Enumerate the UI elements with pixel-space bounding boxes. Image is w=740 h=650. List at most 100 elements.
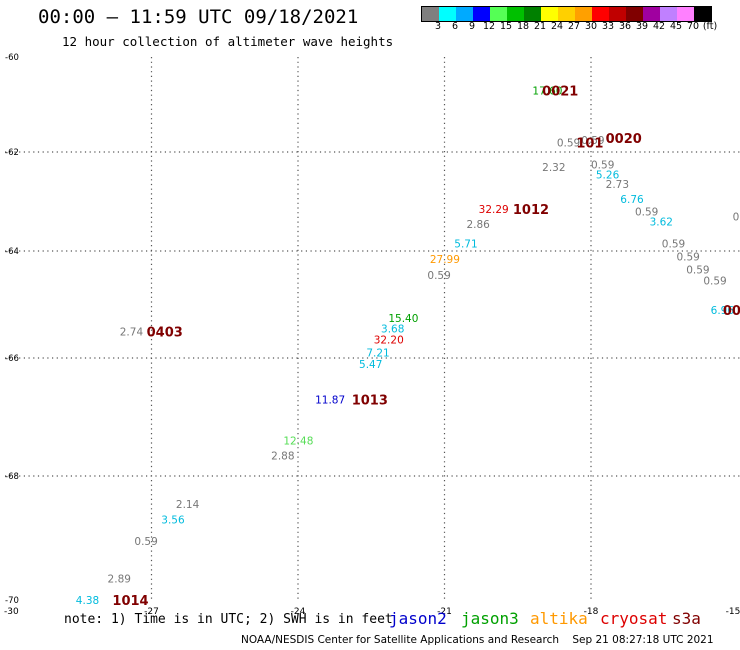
wave-height-value: 2.89 [108,573,131,585]
wave-height-value: 0.59 [591,159,614,171]
pass-time-label: 1014 [112,594,148,609]
colorbar-label: 39 [635,21,649,32]
colorbar-swatch [473,7,490,21]
pass-time-label: 1013 [352,393,388,408]
wave-height-value: 0.5 [733,211,740,223]
wave-height-value: 5.71 [454,239,477,251]
legend-s3a: s3a [672,609,701,628]
colorbar-label: 33 [601,21,615,32]
colorbar-label: 15 [499,21,513,32]
wave-height-value: 3.68 [381,324,404,336]
colorbar-swatch [422,7,439,21]
wave-height-value: 6.76 [620,194,644,206]
wave-height-colorbar [421,6,712,22]
wave-height-value: 3.56 [161,514,185,526]
x-tick-label: -18 [584,607,599,617]
colorbar-label: 30 [584,21,598,32]
y-tick-label: -64 [5,247,19,257]
legend-altika: altika [530,609,588,628]
wave-height-value: 0.59 [662,239,685,251]
legend-jason2: jason2 [389,609,447,628]
wave-height-value: 0.59 [557,138,580,150]
colorbar-swatch [558,7,575,21]
wave-height-value: 2.14 [176,499,200,511]
colorbar-label: 6 [451,21,459,32]
wave-height-value: 2.32 [542,162,565,174]
wave-height-value: 5.26 [596,169,620,181]
wave-height-value: 0.59 [581,135,604,147]
map-subtitle: 12 hour collection of altimeter wave hei… [62,34,394,49]
colorbar-swatch [660,7,677,21]
x-tick-label: -27 [144,607,159,617]
pass-time-label: 0020 [606,132,642,147]
colorbar-swatch [507,7,524,21]
colorbar-swatch [677,7,694,21]
colorbar-swatch [490,7,507,21]
colorbar-swatch [456,7,473,21]
colorbar-swatch [575,7,592,21]
colorbar-label: 27 [567,21,581,32]
colorbar-swatch [694,7,711,21]
wave-height-value: 2.86 [466,219,490,231]
wave-height-value: 0.59 [686,265,709,277]
pass-time-label: 101 [576,137,603,152]
colorbar-label: 18 [516,21,530,32]
pass-time-label: 0403 [147,325,183,340]
colorbar-label: 70 [686,21,700,32]
wave-height-value: 27.99 [430,254,460,266]
pass-time-label: 00 [723,304,740,319]
colorbar-label: 12 [482,21,496,32]
colorbar-label: 36 [618,21,632,32]
wave-height-value: 32.20 [374,334,404,346]
colorbar-swatch [592,7,609,21]
colorbar-swatch [541,7,558,21]
wave-height-value: 32.29 [479,204,509,216]
wave-height-value: 5.47 [359,359,382,371]
wave-height-value: 15.40 [388,313,418,325]
wave-height-value: 12.48 [283,436,313,448]
wave-height-value: 4.38 [76,595,99,607]
x-tick-label: -15 [726,607,740,617]
colorbar-label: 3 [434,21,442,32]
wave-height-value: 0.59 [427,270,450,282]
colorbar-label: 42 [652,21,666,32]
y-tick-label: -62 [5,148,19,158]
pass-time-label: 0021 [542,84,578,99]
wave-height-value: 2.73 [606,179,629,191]
colorbar-swatch [643,7,660,21]
pass-time-label: 1012 [513,203,549,218]
x-tick-label: -30 [4,607,19,617]
wave-height-value: 3.62 [650,216,673,228]
colorbar-label: 21 [533,21,547,32]
wave-height-value: 17.60 [532,85,562,97]
wave-height-value: 11.87 [315,394,345,406]
colorbar-swatch [626,7,643,21]
wave-height-value: 2.74 [120,326,144,338]
y-tick-label: -66 [5,354,19,364]
legend-jason3: jason3 [461,609,519,628]
credit-line: NOAA/NESDIS Center for Satellite Applica… [241,634,714,646]
y-tick-label: -68 [5,472,19,482]
legend-cryosat: cryosat [600,609,668,628]
colorbar-swatch [439,7,456,21]
wave-height-value: 7.21 [366,348,389,360]
wave-height-value: 6.96 [711,305,735,317]
colorbar-label: (ft) [702,21,718,32]
wave-height-value: 0.59 [703,275,726,287]
x-tick-label: -24 [291,607,306,617]
y-tick-label: -60 [5,53,19,63]
x-tick-label: -21 [437,607,452,617]
footer-note: note: 1) Time is in UTC; 2) SWH is in fe… [64,612,393,627]
colorbar-swatch [609,7,626,21]
wave-height-value: 0.59 [134,536,157,548]
wave-height-value: 2.88 [271,450,294,462]
colorbar-label: 9 [468,21,476,32]
y-tick-label: -70 [5,596,19,606]
map-title: 00:00 — 11:59 UTC 09/18/2021 [38,6,359,28]
colorbar-label: 45 [669,21,683,32]
wave-height-value: 0.59 [635,206,658,218]
colorbar-label: 24 [550,21,564,32]
colorbar-swatch [524,7,541,21]
wave-height-value: 0.59 [676,251,699,263]
